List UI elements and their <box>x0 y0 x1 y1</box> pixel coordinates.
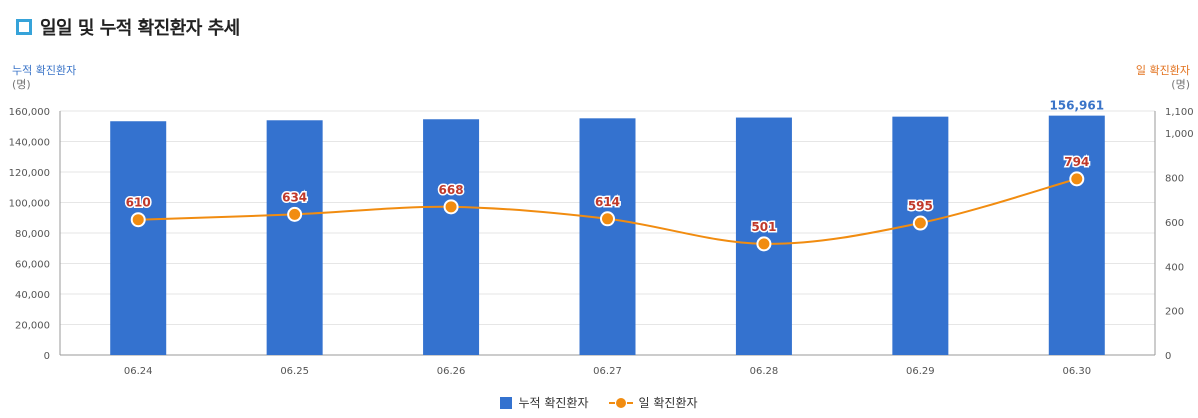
left-tick-label: 80,000 <box>15 229 50 240</box>
daily-data-label: 501 <box>751 220 776 234</box>
left-tick-label: 100,000 <box>9 199 50 210</box>
right-axis-label: 일 확진환자 <box>1135 64 1190 77</box>
legend-bar-swatch <box>500 396 513 409</box>
daily-data-label: 794 <box>1064 155 1089 169</box>
right-axis-unit: (명) <box>1171 78 1190 91</box>
left-tick-label: 160,000 <box>9 107 50 118</box>
right-tick-label: 1,000 <box>1165 129 1194 140</box>
daily-point-06.26 <box>443 199 459 215</box>
daily-point-06.30 <box>1069 171 1085 187</box>
daily-point-06.27 <box>600 211 615 227</box>
bar-cumulative-06.28 <box>735 117 792 356</box>
legend-line-swatch <box>608 397 633 409</box>
legend-line-label: 일 확진환자 <box>638 396 698 410</box>
legend-bar-label: 누적 확진환자 <box>518 396 589 410</box>
daily-point-06.28 <box>756 236 772 252</box>
combo-chart: 0 20,000 40,000 60,000 80,000 100,000 120,000 1… <box>9 99 1194 377</box>
right-tick-label: 600 <box>1165 218 1184 229</box>
daily-point-06.29 <box>912 215 928 231</box>
left-tick-label: 20,000 <box>15 321 50 332</box>
right-axis-title: 일 확진환자 (명) <box>1136 64 1190 92</box>
bar-cumulative-06.29 <box>892 116 949 356</box>
left-tick-label: 40,000 <box>15 290 50 301</box>
right-tick-label: 400 <box>1165 262 1184 273</box>
daily-data-label: 634 <box>282 190 307 204</box>
right-tick-label: 0 <box>1165 351 1171 362</box>
daily-point-06.24 <box>130 212 146 228</box>
bar-data-label: 156,961 <box>1049 99 1104 113</box>
legend-item-line[interactable]: 일 확진환자 <box>608 394 698 411</box>
left-tick-label: 140,000 <box>9 138 50 149</box>
legend-item-bar[interactable]: 누적 확진환자 <box>500 394 589 411</box>
x-tick-label: 06.24 <box>124 366 153 377</box>
right-tick-label: 800 <box>1165 174 1184 185</box>
bar-cumulative-06.27 <box>579 118 636 355</box>
x-tick-label: 06.29 <box>906 366 935 377</box>
left-axis-unit: (명) <box>12 78 31 91</box>
chart-title: 일일 및 누적 확진환자 추세 <box>40 18 240 39</box>
daily-data-label: 610 <box>126 196 151 210</box>
square-bullet-icon <box>16 19 32 35</box>
left-tick-label: 0 <box>44 351 50 362</box>
right-tick-label: 200 <box>1165 307 1184 318</box>
left-tick-label: 120,000 <box>9 168 50 179</box>
x-tick-label: 06.28 <box>750 366 779 377</box>
bar-cumulative-06.26 <box>423 119 480 355</box>
right-tick-label: 1,100 <box>1165 107 1194 118</box>
daily-data-label: 614 <box>595 195 620 209</box>
x-tick-label: 06.27 <box>593 366 622 377</box>
x-tick-label: 06.26 <box>437 366 466 377</box>
chart-header: 일일 및 누적 확진환자 추세 <box>16 14 240 40</box>
daily-data-label: 595 <box>908 199 933 213</box>
x-tick-label: 06.30 <box>1062 366 1091 377</box>
chart-legend: 누적 확진환자 일 확진환자 <box>0 394 1198 411</box>
x-tick-label: 06.25 <box>280 366 309 377</box>
bar-cumulative-06.30 <box>1048 115 1105 355</box>
daily-data-label: 668 <box>439 183 464 197</box>
daily-point-06.25 <box>287 206 303 222</box>
bar-cumulative-06.24 <box>110 121 167 355</box>
left-axis-title: 누적 확진환자 (명) <box>12 64 76 92</box>
left-tick-label: 60,000 <box>15 260 50 271</box>
bar-cumulative-06.25 <box>266 120 323 355</box>
left-axis-label: 누적 확진환자 <box>12 64 77 77</box>
